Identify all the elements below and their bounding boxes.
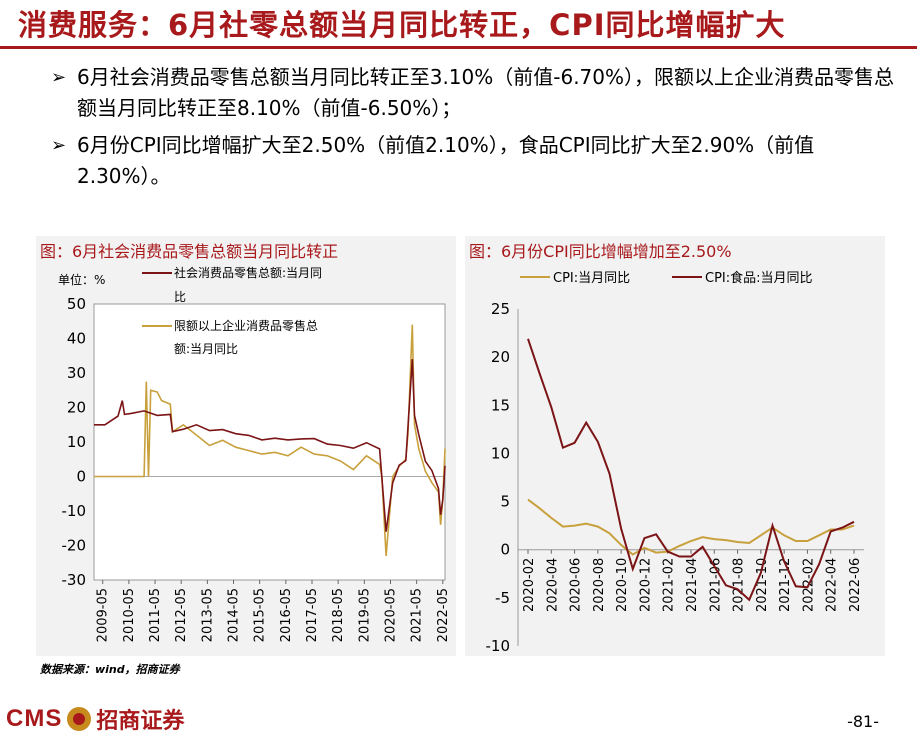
x-tick-label: 2016-05: [279, 588, 294, 642]
chart-panel-cpi: 图：6月份CPI同比增幅增加至2.50% 25 20 15 10 5 0 -5 -10 2020…: [465, 236, 885, 656]
x-tick-label: 2010-05: [122, 588, 137, 642]
y-tick-label: 10: [491, 444, 510, 462]
series-line: [94, 324, 446, 556]
y-tick-label: -5: [495, 589, 510, 607]
y-tick-label: 50: [67, 295, 86, 313]
y-tick-label: 20: [491, 348, 510, 366]
x-tick-label: 2021-06: [708, 558, 723, 612]
y-tick-label: 5: [500, 493, 510, 511]
x-tick-label: 2014-05: [227, 588, 242, 642]
arrow-bullet-icon: ➢: [51, 67, 67, 88]
arrow-bullet-icon: ➢: [51, 135, 67, 156]
x-tick-label: 2020-02: [522, 558, 537, 612]
x-tick-label: 2022-05: [436, 588, 451, 642]
retail-sales-chart: 50 40 30 20 10 0 -10 -20 -30 2009-05 2010-05 2011-0…: [58, 265, 451, 642]
series-line: [527, 498, 855, 556]
y-tick-label: 30: [67, 364, 86, 382]
title-rule: [0, 46, 917, 49]
y-tick-label: 0: [500, 541, 510, 559]
x-tick-label: 2022-06: [848, 558, 863, 612]
y-tick-label: 20: [67, 399, 86, 417]
x-tick-label: 2009-05: [96, 588, 111, 642]
x-tick-label: 2020-08: [592, 558, 607, 612]
y-tick-label: -10: [62, 502, 87, 520]
x-tick-label: 2018-05: [331, 588, 346, 642]
x-tick-label: 2022-04: [825, 558, 840, 612]
bullet-item: ➢ 6月份CPI同比增幅扩大至2.50%（前值2.10%），食品CPI同比扩大至…: [51, 130, 895, 192]
series-line: [94, 359, 446, 532]
legend-label: 限额以上企业消费品零售总: [174, 318, 318, 333]
x-tick-label: 2020-10: [615, 558, 630, 612]
cpi-chart: 25 20 15 10 5 0 -5 -10 2020-02 2020-04 2020-06 2020…: [486, 270, 864, 655]
x-tick-label: 2015-05: [253, 588, 268, 642]
bullet-list: ➢ 6月社会消费品零售总额当月同比转正至3.10%（前值-6.70%），限额以上…: [51, 62, 895, 198]
legend-label: 额:当月同比: [174, 342, 238, 356]
legend-label: CPI:当月同比: [553, 271, 630, 286]
y-tick-label: 10: [67, 433, 86, 451]
chart-title: 图：6月份CPI同比增幅增加至2.50%: [469, 242, 732, 261]
y-tick-label: 0: [76, 468, 86, 486]
page-number: -81-: [847, 712, 879, 731]
y-tick-label: -20: [62, 537, 87, 555]
legend-label: 比: [174, 290, 186, 304]
company-logo: CMS 招商证券: [6, 703, 184, 735]
data-source: 数据来源：wind，招商证券: [40, 663, 180, 676]
y-tick-label: 25: [491, 300, 510, 318]
bullet-text: 6月份CPI同比增幅扩大至2.50%（前值2.10%），食品CPI同比扩大至2.…: [77, 133, 815, 188]
unit-label: 单位：%: [58, 272, 105, 287]
x-tick-label: 2020-05: [383, 588, 398, 642]
y-tick-label: 15: [491, 396, 510, 414]
x-tick-label: 2020-12: [638, 558, 653, 612]
plot-area: [93, 303, 446, 581]
page-title: 消费服务：6月社零总额当月同比转正，CPI同比增幅扩大: [18, 8, 786, 42]
x-tick-label: 2013-05: [200, 588, 215, 642]
x-tick-label: 2021-05: [410, 588, 425, 642]
logo-text: CMS: [6, 705, 63, 732]
x-tick-label: 2021-10: [755, 558, 770, 612]
y-tick-label: -30: [62, 571, 87, 589]
x-tick-label: 2011-05: [148, 588, 163, 642]
x-tick-label: 2020-04: [545, 558, 560, 612]
x-tick-label: 2017-05: [305, 588, 320, 642]
series-line: [527, 338, 855, 602]
x-tick-label: 2021-08: [732, 558, 747, 612]
chart-panel-retail: 图：6月社会消费品零售总额当月同比转正 50 40 30 20 10 0 -10 -20 -30…: [36, 236, 456, 656]
bullet-item: ➢ 6月社会消费品零售总额当月同比转正至3.10%（前值-6.70%），限额以上…: [51, 62, 895, 124]
x-tick-label: 2021-02: [662, 558, 677, 612]
x-tick-label: 2019-05: [357, 588, 372, 642]
bullet-text: 6月社会消费品零售总额当月同比转正至3.10%（前值-6.70%），限额以上企业…: [77, 65, 895, 120]
y-tick-label: -10: [486, 637, 511, 655]
legend-label: CPI:食品:当月同比: [705, 270, 813, 286]
legend-label: 社会消费品零售总额:当月同: [174, 265, 322, 280]
x-tick-label: 2020-06: [569, 558, 584, 612]
logo-chinese-name: 招商证券: [96, 709, 185, 734]
x-tick-label: 2012-05: [174, 588, 189, 642]
logo-emblem-icon: [67, 707, 92, 731]
y-tick-label: 40: [67, 330, 86, 348]
chart-title: 图：6月社会消费品零售总额当月同比转正: [40, 242, 339, 261]
x-tick-label: 2021-04: [685, 558, 700, 612]
